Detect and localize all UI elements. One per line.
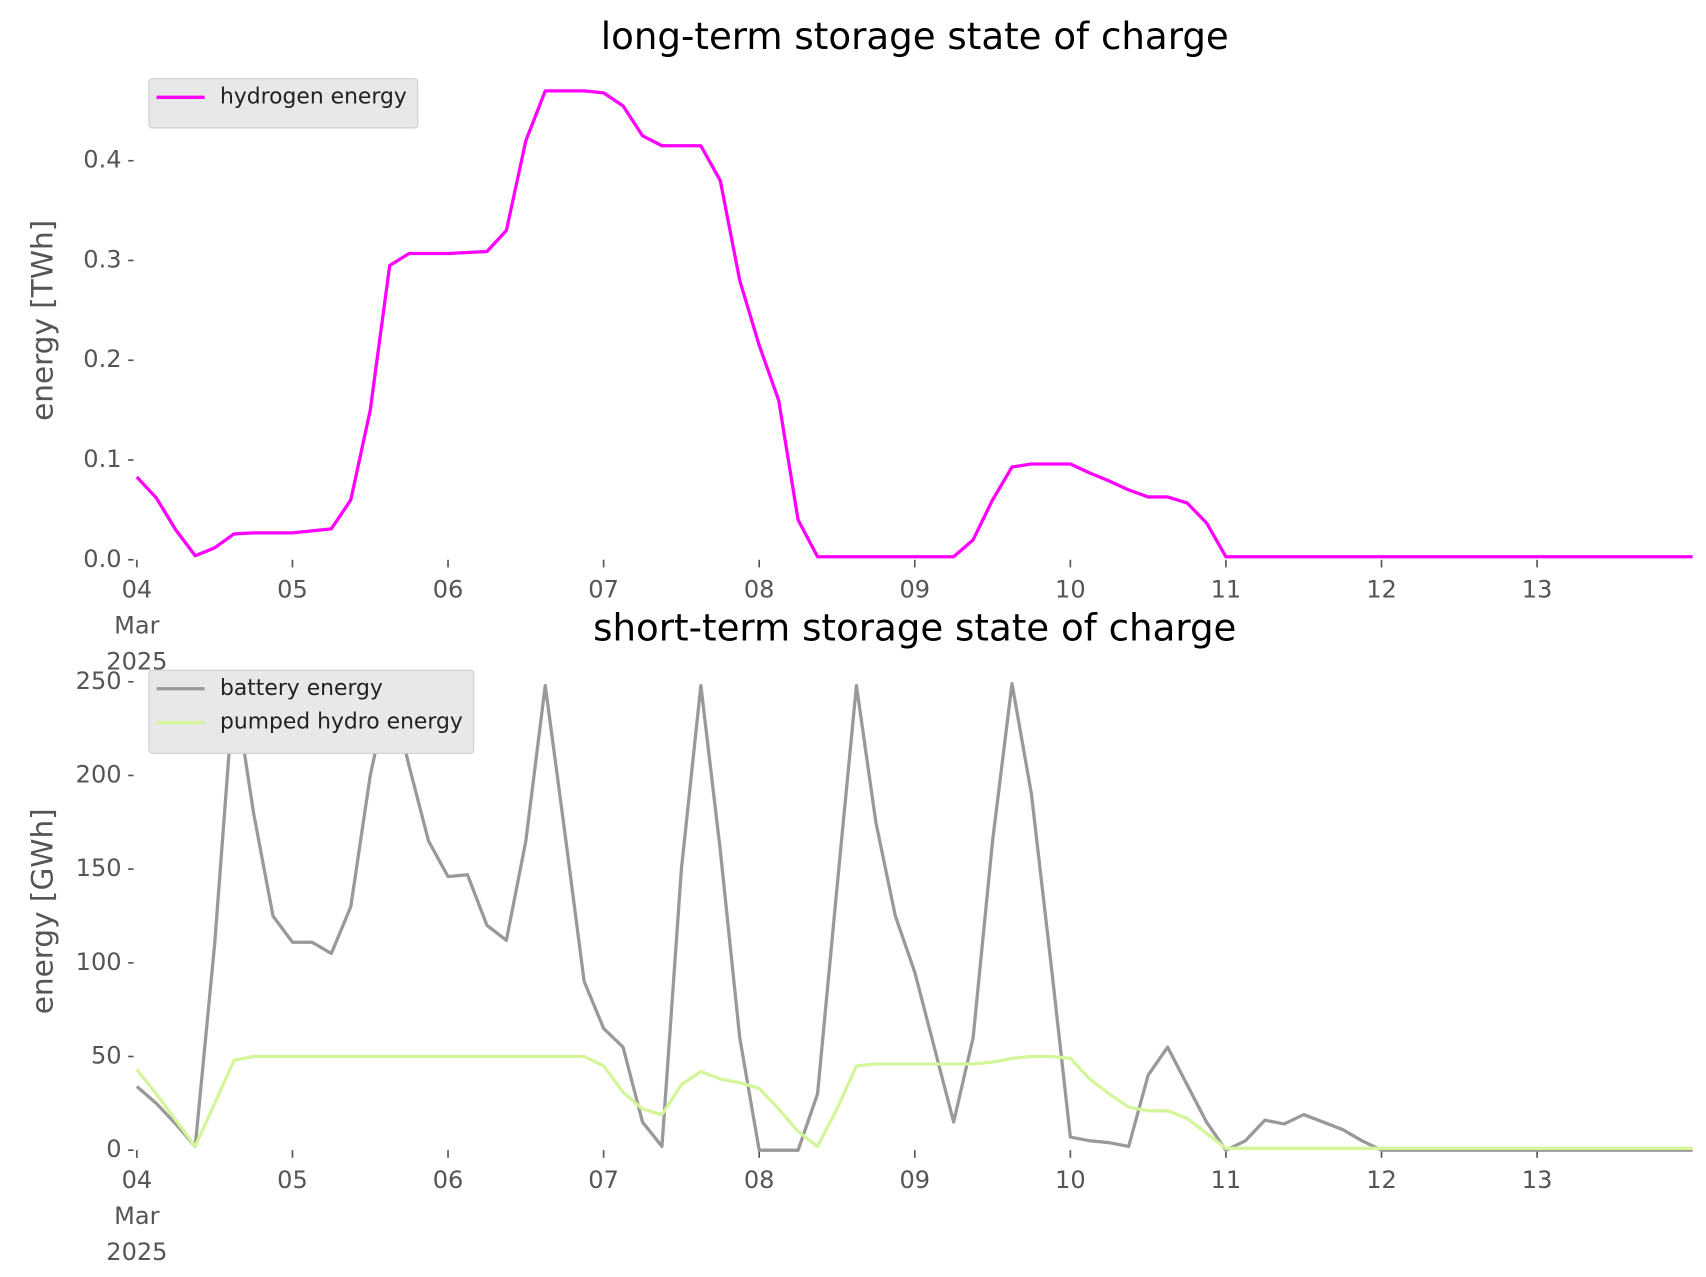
- y-tick-label: 0.2: [83, 345, 121, 373]
- y-tick-label: 150: [76, 854, 122, 882]
- data-line: [135, 89, 1693, 559]
- x-tick-label: 04 Mar 2025: [106, 1166, 167, 1266]
- x-tick-label: 12: [1366, 575, 1397, 603]
- x-tick-label: 10: [1055, 575, 1086, 603]
- legend-label: hydrogen energy: [220, 84, 407, 109]
- x-tick-label: 10: [1055, 1166, 1086, 1194]
- y-axis-label: energy [TWh]: [25, 220, 59, 421]
- x-tick-label: 09: [899, 575, 930, 603]
- x-tick-label: 04 Mar 2025: [106, 575, 167, 675]
- x-tick-label: 13: [1522, 1166, 1553, 1194]
- legend-box: [148, 78, 419, 129]
- x-tick-label: 05: [277, 575, 308, 603]
- subplot: short-term storage state of charge energy…: [25, 605, 1693, 1266]
- x-tick-label: 06: [433, 1166, 464, 1194]
- y-tick-label: 50: [91, 1041, 122, 1069]
- data-line: [135, 1054, 1693, 1150]
- legend-label: battery energy: [220, 676, 383, 701]
- y-axis-label: energy [GWh]: [25, 808, 59, 1014]
- y-tick-label: 250: [76, 667, 122, 695]
- legend-label: pumped hydro energy: [220, 710, 463, 735]
- x-tick-label: 08: [744, 1166, 775, 1194]
- x-tick-label: 11: [1211, 1166, 1242, 1194]
- x-tick-label: 06: [433, 575, 464, 603]
- chart-title: short-term storage state of charge: [593, 605, 1236, 649]
- y-tick-label: 0.3: [83, 245, 121, 273]
- y-tick-label: 0.4: [83, 146, 121, 174]
- x-tick-label: 07: [588, 1166, 619, 1194]
- y-tick-label: 200: [76, 760, 122, 788]
- x-tick-label: 07: [588, 575, 619, 603]
- y-tick-label: 0: [106, 1135, 121, 1163]
- x-tick-label: 11: [1211, 575, 1242, 603]
- subplot: long-term storage state of charge energy …: [25, 14, 1693, 676]
- y-tick-label: 0.1: [83, 445, 121, 473]
- x-tick-label: 12: [1366, 1166, 1397, 1194]
- y-tick-label: 100: [76, 948, 122, 976]
- data-line: [135, 681, 1693, 1152]
- x-tick-label: 05: [277, 1166, 308, 1194]
- x-tick-label: 13: [1522, 575, 1553, 603]
- legend-box: [148, 669, 475, 754]
- legend: battery energy pumped hydro energy: [148, 669, 475, 754]
- x-tick-label: 09: [899, 1166, 930, 1194]
- legend: hydrogen energy: [148, 78, 419, 129]
- x-tick-label: 08: [744, 575, 775, 603]
- chart-title: long-term storage state of charge: [601, 14, 1229, 58]
- y-tick-label: 0.0: [83, 545, 121, 573]
